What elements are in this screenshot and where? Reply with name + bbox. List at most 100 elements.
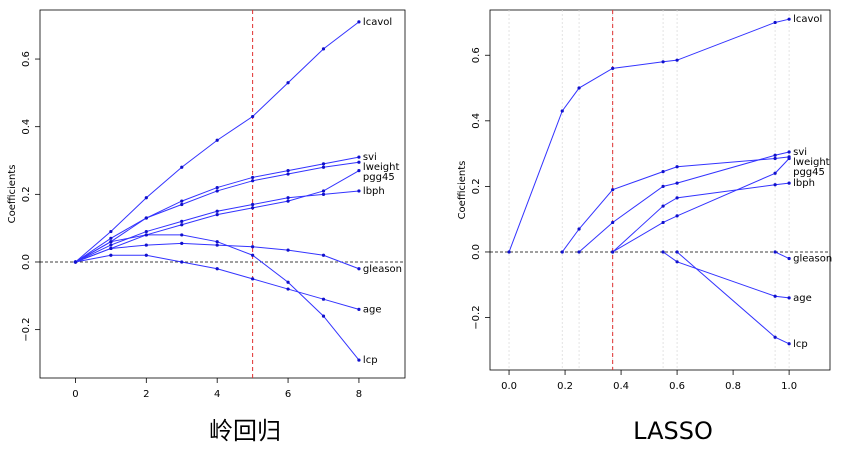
point (611, 250, 615, 254)
point (675, 250, 679, 254)
point (560, 250, 564, 254)
point (180, 260, 184, 264)
point (675, 165, 679, 169)
y-tick-label: 0.0 (471, 244, 482, 260)
point (357, 169, 361, 173)
x-tick-label: 4 (214, 389, 220, 400)
y-tick-label: 0.2 (21, 186, 32, 202)
point (787, 181, 791, 185)
point (73, 260, 78, 264)
point (251, 253, 255, 257)
series-line (75, 242, 360, 270)
x-tick-label: 6 (285, 389, 291, 400)
series-label: pgg45 (363, 172, 395, 183)
point (109, 236, 113, 240)
point (611, 220, 615, 225)
point (286, 199, 290, 203)
point (215, 240, 219, 244)
point (251, 206, 255, 210)
series-line (75, 170, 360, 263)
series-label: svi (363, 152, 377, 163)
series-line (676, 251, 790, 345)
point (321, 47, 326, 51)
point (144, 233, 148, 237)
point (286, 287, 290, 291)
point (180, 199, 184, 203)
point (787, 17, 791, 21)
point (357, 20, 361, 24)
point (251, 114, 255, 119)
point (675, 58, 679, 62)
point (787, 296, 791, 300)
point (577, 227, 581, 231)
point (109, 229, 113, 234)
point (215, 138, 219, 142)
point (251, 245, 255, 249)
point (357, 160, 361, 164)
point (321, 189, 326, 193)
point (321, 162, 326, 166)
series-label: svi (793, 147, 807, 158)
x-tick-label: 0.0 (501, 381, 517, 392)
point (144, 253, 148, 257)
point (215, 209, 219, 213)
point (144, 196, 148, 200)
point (661, 60, 665, 64)
y-axis-label: Coefficients (457, 161, 468, 220)
point (180, 202, 184, 207)
series-label: lbph (793, 178, 815, 189)
series-line (774, 251, 790, 259)
point (773, 250, 777, 254)
point (787, 342, 791, 346)
x-tick-label: 0.2 (557, 381, 573, 392)
point (357, 155, 361, 159)
point (321, 165, 326, 169)
point (357, 267, 361, 271)
y-axis-label: Coefficients (7, 165, 18, 224)
point (215, 267, 219, 271)
series-label: gleason (793, 254, 832, 265)
series-label: age (363, 304, 382, 315)
point (251, 179, 255, 183)
plot-box (39, 9, 406, 379)
point (357, 307, 361, 311)
point (661, 220, 665, 225)
point (109, 240, 113, 244)
series-label: lcp (793, 339, 808, 350)
point (286, 81, 290, 85)
point (286, 169, 290, 173)
point (286, 172, 290, 176)
plot-box (489, 9, 831, 371)
series-line (75, 254, 360, 310)
point (215, 189, 219, 193)
point (180, 165, 184, 169)
point (321, 314, 326, 318)
caption: LASSO (633, 417, 713, 445)
point (109, 253, 113, 257)
x-tick-label: 0.4 (613, 381, 629, 392)
y-tick-label: −0.2 (471, 305, 482, 329)
point (577, 250, 581, 254)
point (577, 86, 581, 90)
point (109, 243, 113, 247)
series-line (612, 182, 790, 253)
series-label: lweight (793, 157, 830, 168)
y-tick-label: 0.4 (21, 119, 32, 135)
series-label: lcp (363, 355, 378, 366)
y-tick-label: 0.2 (471, 178, 482, 194)
point (773, 294, 777, 298)
point (787, 150, 791, 154)
series-label: lcavol (793, 14, 822, 25)
point (661, 184, 665, 188)
point (661, 204, 665, 208)
series-label: pgg45 (793, 167, 825, 178)
point (507, 250, 511, 254)
y-tick-label: 0.0 (21, 254, 32, 270)
y-tick-label: −0.2 (21, 317, 32, 341)
series-line (561, 156, 790, 253)
point (215, 213, 219, 217)
point (321, 253, 326, 257)
point (773, 20, 777, 25)
point (773, 156, 777, 161)
point (286, 280, 290, 284)
